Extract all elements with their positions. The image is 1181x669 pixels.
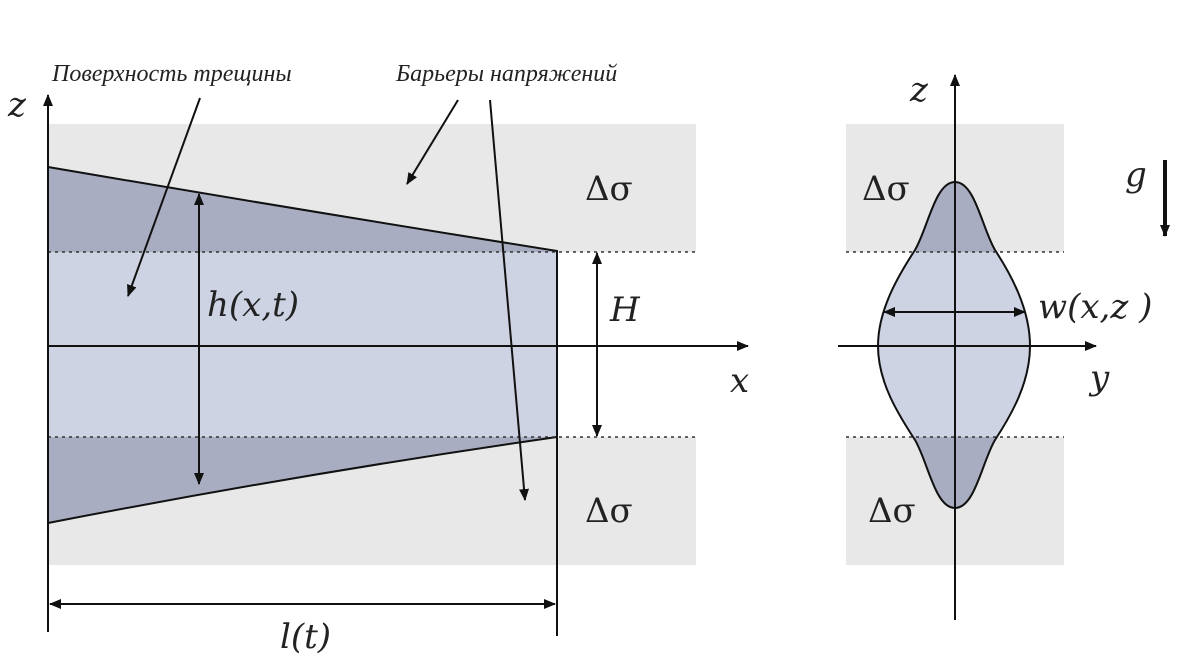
delta-sigma-bottom-left: Δσ bbox=[585, 491, 633, 531]
delta-sigma-bottom-right: Δσ bbox=[868, 491, 916, 531]
length-label: l(t) bbox=[280, 617, 331, 657]
barrier-pointer-top bbox=[406, 99, 459, 185]
z-axis-label-right: z bbox=[909, 70, 929, 110]
height-label: h(x,t) bbox=[207, 285, 299, 325]
stress-barriers-label: Барьеры напряжений bbox=[395, 61, 617, 87]
z-axis-label-left: z bbox=[7, 85, 27, 125]
barrier-pointer-bottom bbox=[489, 99, 530, 501]
crack-in-bottom-barrier bbox=[48, 437, 557, 523]
delta-sigma-top-left: Δσ bbox=[585, 169, 633, 209]
y-axis-label: y bbox=[1088, 358, 1110, 398]
x-axis-label: x bbox=[730, 361, 749, 401]
delta-sigma-top-right: Δσ bbox=[862, 169, 910, 209]
crack-surface-pointer bbox=[127, 97, 201, 297]
left-diagram: Поверхность трещины Барьеры напряжений z… bbox=[7, 61, 749, 657]
right-diagram: z y w(x,z ) g Δσ Δσ bbox=[838, 70, 1170, 620]
width-label: w(x,z ) bbox=[1038, 287, 1152, 327]
barrier-height-label: H bbox=[609, 290, 641, 330]
crack-outline bbox=[47, 166, 558, 524]
gravity-label: g bbox=[1125, 155, 1147, 195]
crack-surface-label: Поверхность трещины bbox=[51, 61, 292, 87]
